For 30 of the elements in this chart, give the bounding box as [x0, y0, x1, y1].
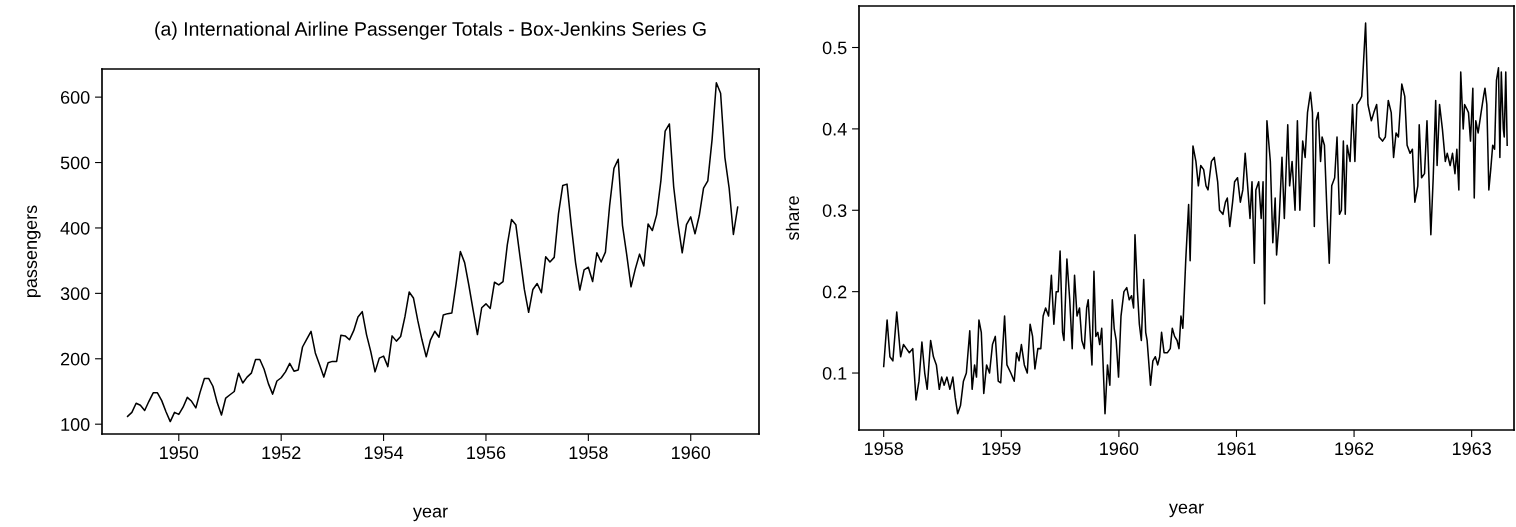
x-tick-label: 1961 — [1217, 442, 1256, 456]
y-tick-label: 0.3 — [822, 204, 847, 217]
line-series — [126, 81, 739, 423]
x-tick-label: 1960 — [672, 446, 711, 460]
chart-title: (a) International Airline Passenger Totals - Box-Jenkins Series G — [155, 21, 706, 40]
y-tick-label: 400 — [60, 221, 90, 235]
y-axis-title: share — [785, 196, 800, 241]
y-tick-label: 300 — [60, 287, 90, 301]
x-tick-label: 1958 — [864, 442, 903, 456]
line-series — [882, 22, 1508, 415]
y-tick-label: 600 — [60, 91, 90, 104]
x-tick-label: 1962 — [1335, 442, 1374, 456]
x-tick-label: 1950 — [160, 446, 199, 460]
y-tick-label: 0.4 — [822, 122, 847, 136]
x-tick-label: 1963 — [1452, 442, 1491, 456]
x-tick-label: 1958 — [569, 446, 608, 460]
y-tick-label: 0.2 — [822, 285, 847, 299]
y-tick-label: 500 — [60, 156, 90, 170]
y-axis-title: passengers — [27, 205, 41, 297]
x-tick-label: 1959 — [982, 442, 1021, 456]
x-tick-label: 1952 — [262, 446, 301, 460]
x-tick-label: 1954 — [364, 446, 404, 460]
x-axis-title: year — [1168, 503, 1204, 518]
x-tick-label: 1956 — [467, 446, 506, 460]
y-tick-label: 200 — [60, 352, 90, 366]
x-tick-label: 1960 — [1100, 442, 1139, 456]
x-axis-title: year — [412, 507, 448, 522]
y-tick-label: 0.5 — [822, 41, 847, 55]
y-tick-label: 100 — [61, 418, 90, 431]
y-tick-label: 0.1 — [822, 366, 847, 380]
